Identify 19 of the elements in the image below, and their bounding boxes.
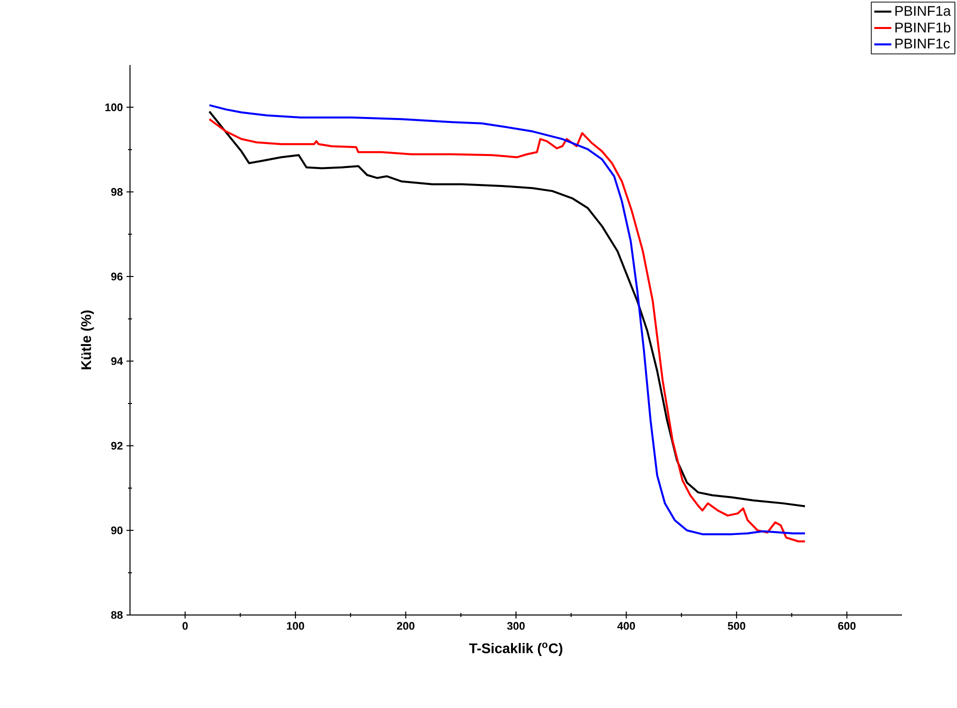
y-tick-label: 88: [111, 611, 123, 619]
legend-label: PBINF1c: [895, 38, 950, 49]
y-tick-label: 94: [111, 357, 123, 366]
x-tick-label: 500: [728, 622, 746, 630]
x-tick-label: 200: [396, 622, 414, 630]
x-tick-label: 100: [286, 622, 304, 630]
x-tick-label: 600: [838, 622, 856, 630]
legend-label: PBINF1a: [895, 6, 951, 16]
x-tick-label: 300: [507, 622, 525, 630]
y-tick-label: 90: [111, 526, 123, 534]
x-tick-label: 400: [617, 622, 635, 630]
y-tick-label: 98: [111, 188, 123, 196]
y-tick-label: 100: [105, 103, 123, 112]
y-tick-label: 92: [111, 442, 123, 450]
legend-label: PBINF1b: [895, 22, 950, 32]
x-tick-label: 0: [182, 622, 188, 630]
y-tick-label: 96: [111, 272, 123, 280]
y-axis-title: Kütle (%): [80, 310, 94, 370]
x-axis-title: T-Sicaklik ($^{o}$C): [469, 642, 562, 656]
